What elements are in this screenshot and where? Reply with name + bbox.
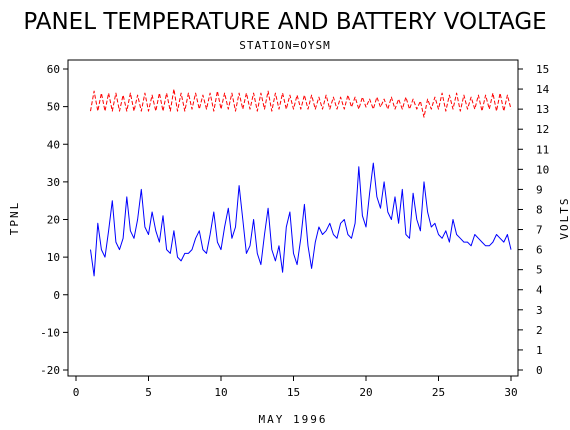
y2-tick-label: 2 xyxy=(536,324,543,337)
y2-tick-label: 11 xyxy=(536,143,549,156)
y-tick-label: -20 xyxy=(40,364,60,377)
y-tick-label: 40 xyxy=(47,138,60,151)
y2-tick-label: 15 xyxy=(536,63,549,76)
y-tick-label: 30 xyxy=(47,176,60,189)
y2-tick-label: 3 xyxy=(536,304,543,317)
y-tick-label: 60 xyxy=(47,63,60,76)
x-tick-label: 5 xyxy=(145,386,152,399)
y2-tick-label: 6 xyxy=(536,244,543,257)
y2-tick-label: 12 xyxy=(536,123,549,136)
y-tick-label: 10 xyxy=(47,251,60,264)
y-axis-left: -20 -10 0 10 20 30 40 50 60 xyxy=(40,63,68,377)
x-tick-label: 10 xyxy=(214,386,227,399)
panel-temperature-line xyxy=(90,162,512,277)
y2-tick-label: 8 xyxy=(536,203,543,216)
y-tick-label: -10 xyxy=(40,326,60,339)
y2-tick-label: 4 xyxy=(536,284,543,297)
x-tick-label: 0 xyxy=(73,386,80,399)
y2-tick-label: 10 xyxy=(536,163,549,176)
y2-tick-label: 14 xyxy=(536,83,550,96)
x-tick-label: 30 xyxy=(504,386,517,399)
y2-tick-label: 13 xyxy=(536,103,549,116)
y-tick-label: 20 xyxy=(47,214,60,227)
y-tick-label: 50 xyxy=(47,101,60,114)
y-axis-label-right: VOLTS xyxy=(558,196,570,239)
y-axis-label-left: TPNL xyxy=(8,201,21,236)
y-tick-label: 0 xyxy=(53,289,60,302)
chart-title: PANEL TEMPERATURE AND BATTERY VOLTAGE xyxy=(23,9,546,35)
y2-tick-label: 0 xyxy=(536,364,543,377)
battery-voltage-line xyxy=(90,88,512,118)
y2-tick-label: 7 xyxy=(536,224,543,237)
y2-tick-label: 5 xyxy=(536,264,543,277)
y2-tick-label: 1 xyxy=(536,344,543,357)
x-axis: 0 5 10 15 20 25 30 xyxy=(73,376,518,399)
y2-tick-label: 9 xyxy=(536,183,543,196)
x-tick-label: 15 xyxy=(287,386,300,399)
x-tick-label: 20 xyxy=(359,386,372,399)
series-layer xyxy=(90,88,512,277)
x-tick-label: 25 xyxy=(432,386,445,399)
chart-subtitle: STATION=OYSM xyxy=(239,39,330,52)
x-axis-label: MAY 1996 xyxy=(259,413,328,426)
